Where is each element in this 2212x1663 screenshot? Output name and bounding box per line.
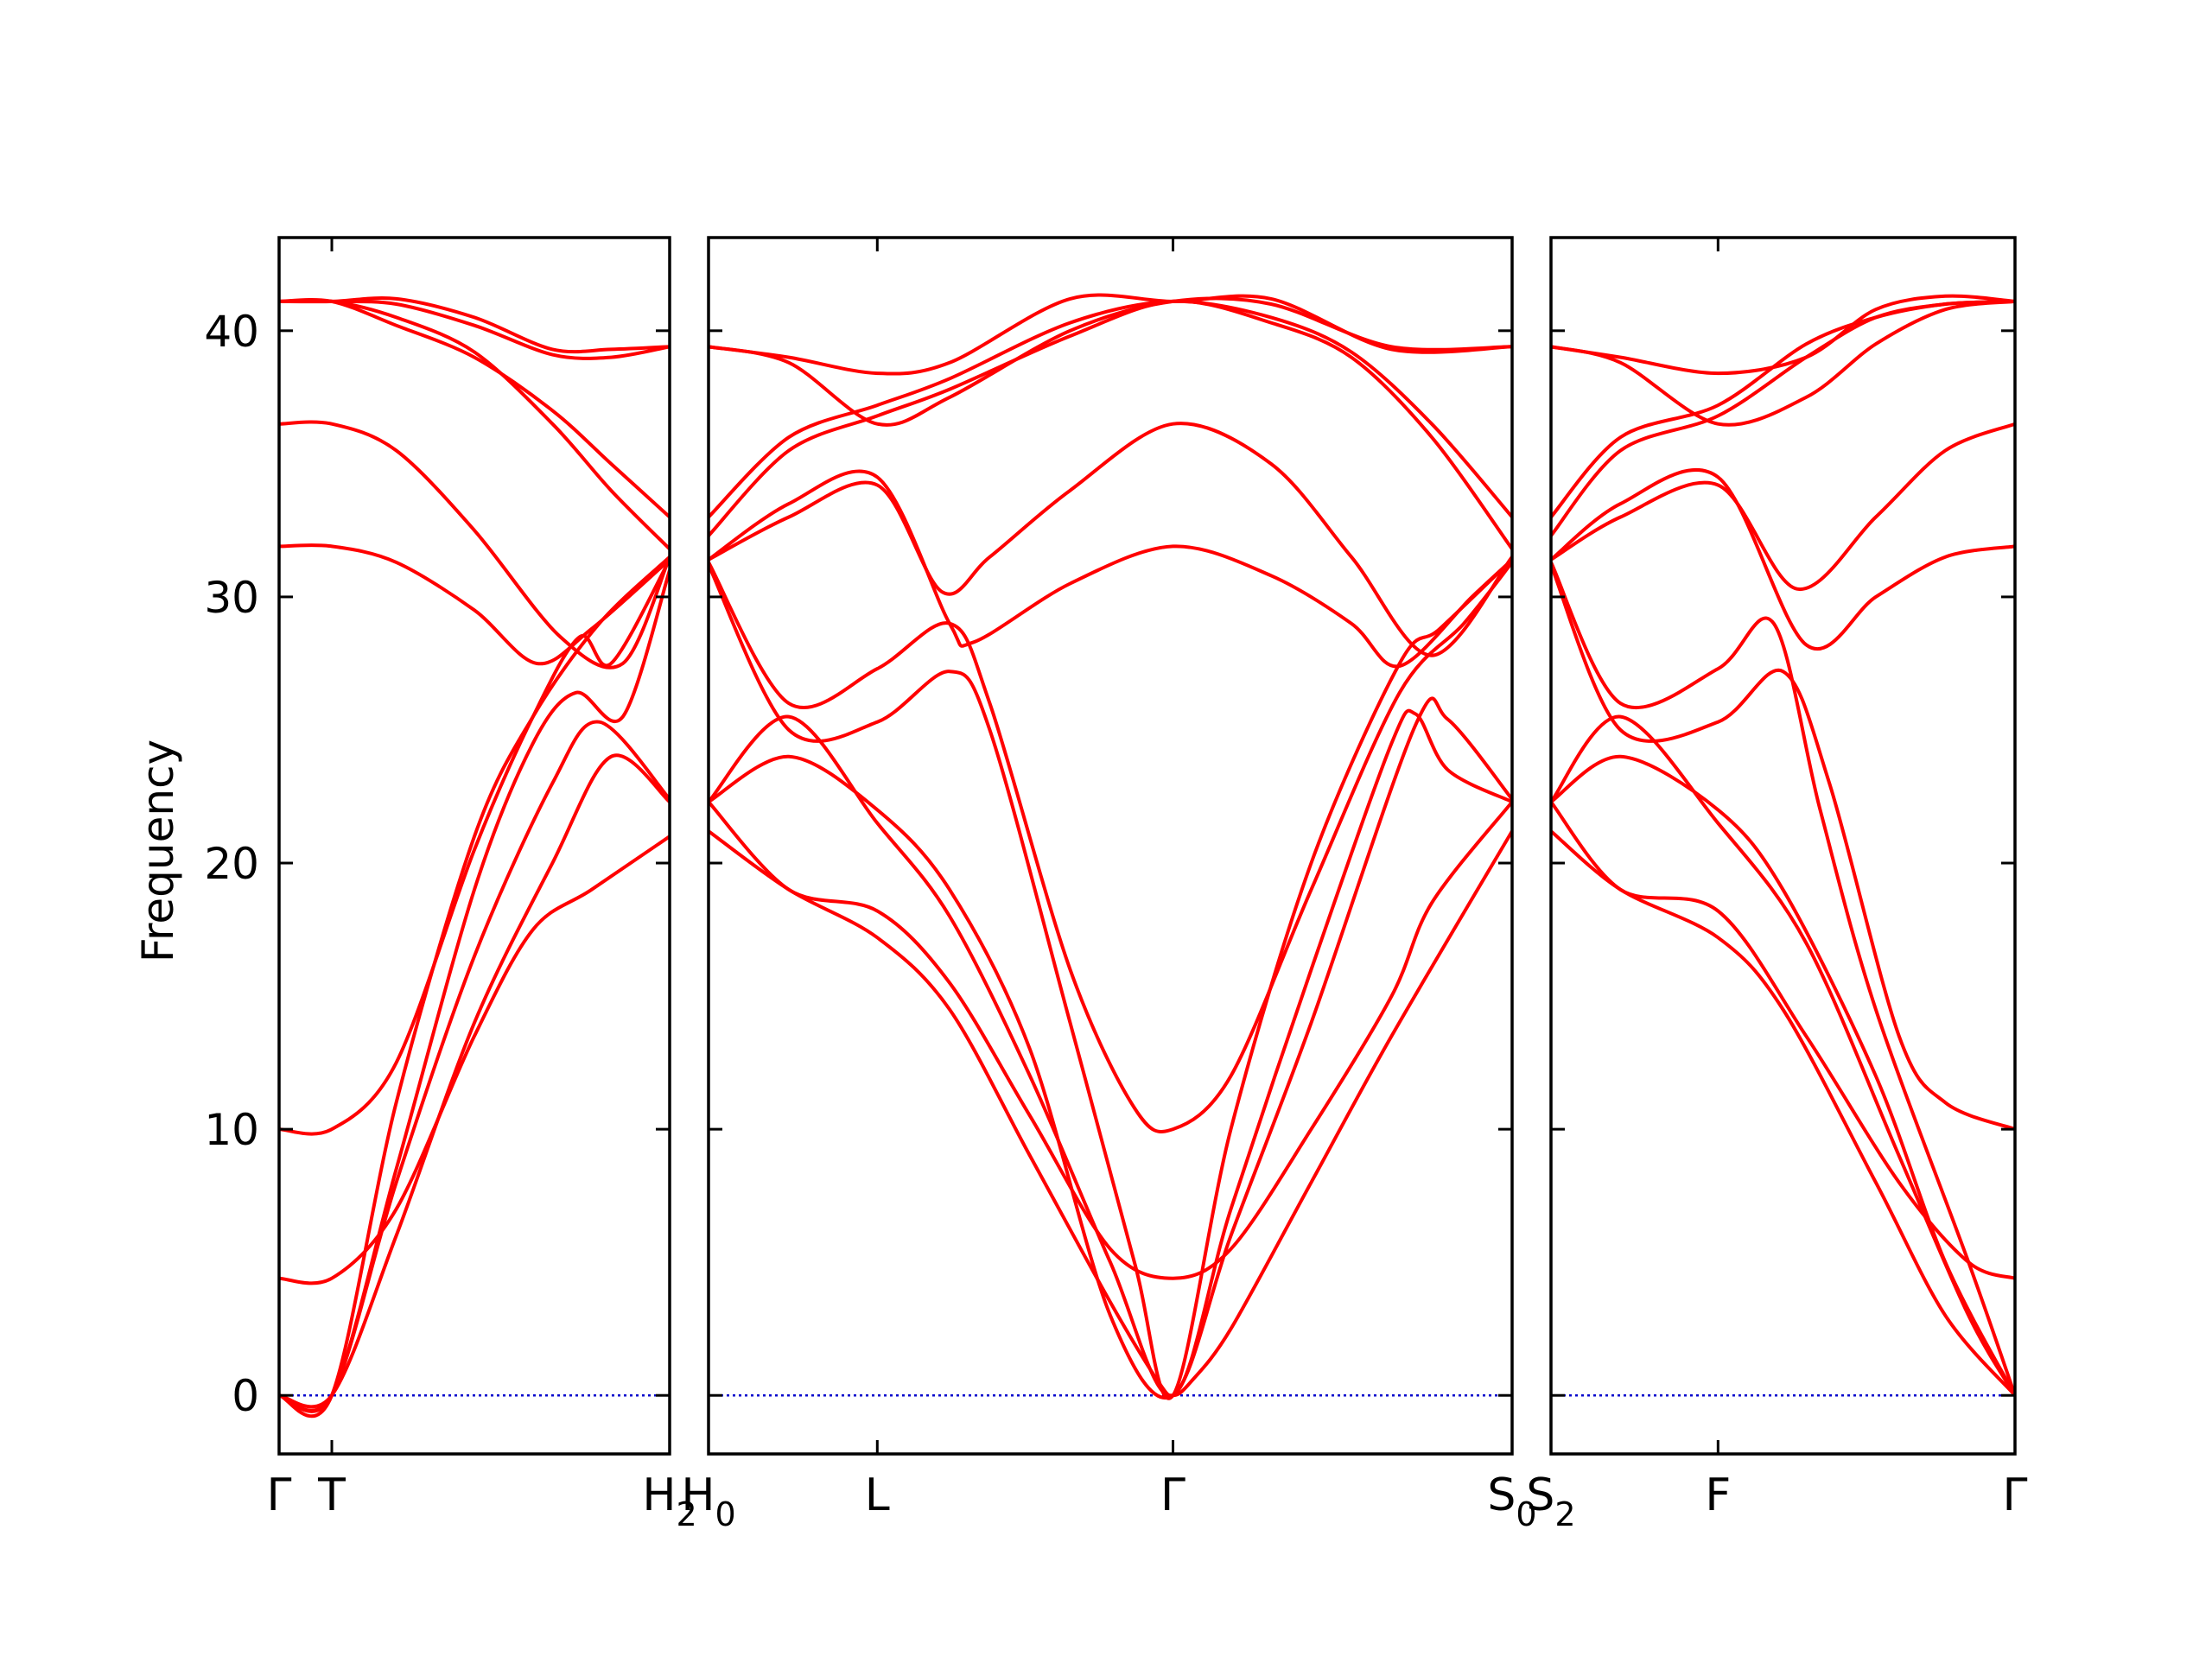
y-tick-label: 30 bbox=[204, 573, 259, 623]
x-tick-label: T bbox=[317, 1469, 346, 1521]
band-line-7 bbox=[709, 422, 1512, 657]
x-tick-label: H0 bbox=[681, 1469, 735, 1533]
y-axis: 0 10 20 30 40 bbox=[204, 307, 259, 1421]
x-tick-label: F bbox=[1705, 1469, 1731, 1521]
x-tick-label: S0 bbox=[1487, 1469, 1536, 1533]
band-line-9 bbox=[709, 299, 1512, 518]
panel-frame bbox=[277, 236, 671, 1456]
band-line-8 bbox=[279, 420, 670, 670]
band-line-4 bbox=[279, 555, 670, 1419]
x-tick-label: S2 bbox=[1526, 1469, 1575, 1533]
band-line-12 bbox=[279, 299, 670, 360]
band-line-6 bbox=[1551, 562, 2015, 1396]
band-line-6 bbox=[709, 561, 1512, 1133]
band-line-2 bbox=[279, 753, 670, 1409]
band-line-4 bbox=[1551, 714, 2015, 1397]
band-line-12 bbox=[1551, 294, 2015, 376]
band-line-5 bbox=[709, 558, 1512, 1400]
band-line-5 bbox=[279, 835, 670, 1285]
y-tick-label: 40 bbox=[204, 307, 259, 357]
x-tick-label: Γ bbox=[267, 1469, 292, 1521]
band-line-8 bbox=[709, 469, 1512, 669]
panel-1: Γ T H2 bbox=[267, 236, 697, 1533]
band-line-7 bbox=[1551, 422, 2015, 591]
band-line-12 bbox=[709, 293, 1512, 376]
band-line-1 bbox=[279, 720, 670, 1412]
x-tick-label: L bbox=[865, 1469, 890, 1521]
band-line-11 bbox=[1551, 299, 2015, 427]
band-line-2 bbox=[709, 800, 1512, 1280]
band-line-10 bbox=[1551, 299, 2015, 537]
band-line-6 bbox=[279, 558, 670, 1136]
x-tick-label: H2 bbox=[642, 1469, 696, 1533]
bands bbox=[279, 296, 670, 1419]
band-line-2 bbox=[1551, 800, 2015, 1280]
band-line-8 bbox=[1551, 467, 2015, 651]
band-line-7 bbox=[279, 543, 670, 666]
band-line-1 bbox=[1551, 829, 2015, 1397]
panel-2: H0 L Γ S0 bbox=[681, 236, 1537, 1533]
y-tick-label: 0 bbox=[232, 1371, 259, 1421]
y-tick-label: 10 bbox=[204, 1105, 259, 1155]
panel-frame bbox=[1549, 236, 2017, 1456]
panel-frame bbox=[707, 236, 1514, 1456]
bands bbox=[709, 293, 1512, 1400]
bands bbox=[1551, 294, 2015, 1397]
x-tick-label: Γ bbox=[2003, 1469, 2028, 1521]
band-line-1 bbox=[709, 829, 1512, 1398]
band-line-3 bbox=[1551, 754, 2015, 1397]
band-line-11 bbox=[709, 296, 1512, 427]
x-tick-label: Γ bbox=[1160, 1469, 1185, 1521]
band-line-9 bbox=[279, 297, 670, 518]
band-line-3 bbox=[709, 696, 1512, 1400]
y-tick-label: 20 bbox=[204, 839, 259, 889]
band-line-4 bbox=[709, 708, 1512, 1398]
band-line-3 bbox=[279, 569, 670, 1413]
panel-3: S2 F Γ bbox=[1526, 236, 2028, 1533]
band-line-10 bbox=[709, 299, 1512, 550]
band-line-5 bbox=[1551, 564, 2015, 1131]
y-axis-label: Frequency bbox=[133, 739, 183, 962]
